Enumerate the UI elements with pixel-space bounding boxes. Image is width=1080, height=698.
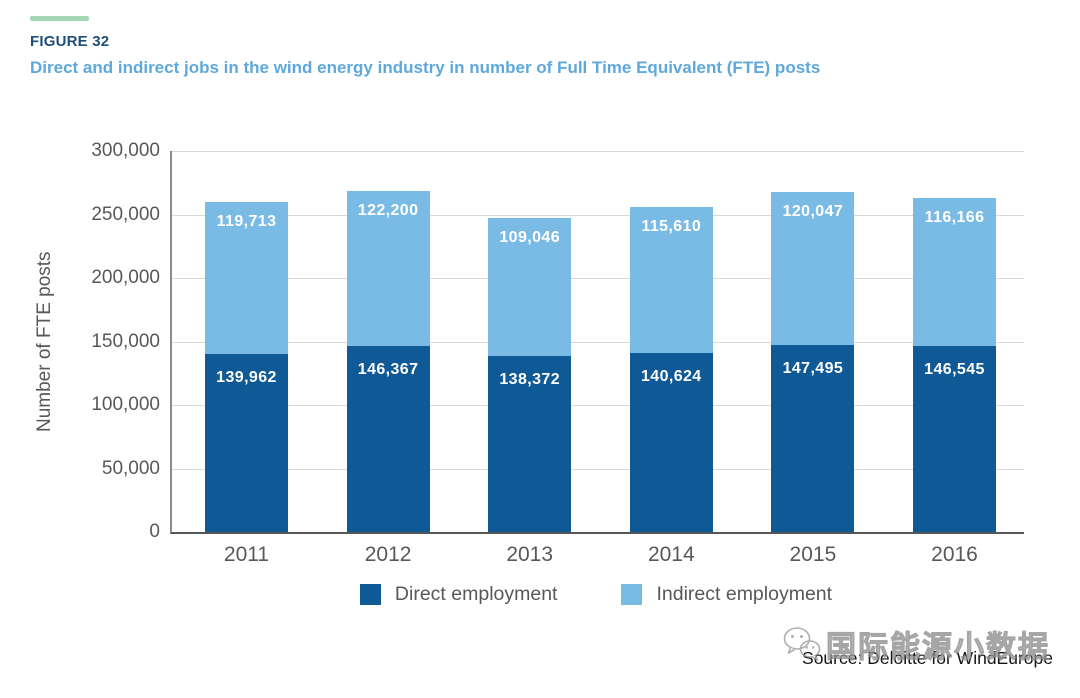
figure-number: FIGURE 32: [30, 33, 110, 50]
y-tick-250,000: 250,000: [91, 203, 160, 225]
gridline-200,000: [172, 278, 1024, 279]
bar-2015-indirect: 120,047: [771, 192, 855, 345]
y-tick-50,000: 50,000: [101, 457, 160, 479]
plot-area: 139,962 119,713 2011 146,367 122,200 2012 138,…: [170, 151, 1024, 566]
bar-value-label: 138,372: [499, 371, 560, 389]
x-tick-2012: 2012: [364, 543, 412, 566]
legend-label-direct-employment: Direct employment: [394, 583, 558, 605]
bar-value-label: 147,495: [782, 359, 844, 377]
legend-label-indirect-employment: Indirect employment: [656, 583, 833, 605]
x-tick-2011: 2011: [223, 543, 270, 566]
y-axis-tick-labels: 0 50,000 100,000 150,000 200,000 250,000 300,0…: [0, 140, 160, 542]
x-tick-2014: 2014: [647, 543, 695, 566]
x-tick-2013: 2013: [506, 543, 554, 566]
gridline-150,000: [172, 341, 1024, 343]
legend-item-direct-employment: Direct employment: [359, 583, 558, 606]
bar-value-label: 146,545: [924, 360, 985, 378]
x-tick-2016: 2016: [931, 543, 978, 566]
bar-value-label: 146,367: [357, 361, 419, 379]
bar-value-label: 120,047: [782, 203, 844, 221]
x-tick-2015: 2015: [789, 543, 837, 566]
bar-value-label: 119,713: [216, 213, 277, 231]
bar-2016-direct: 146,545: [913, 345, 996, 532]
bar-value-label: 122,200: [357, 201, 419, 219]
legend-item-indirect-employment: Indirect employment: [621, 583, 832, 606]
indirect-employment-swatch: [621, 584, 643, 605]
bar-2013-indirect: 109,046: [488, 217, 572, 357]
y-tick-200,000: 200,000: [91, 267, 160, 288]
y-tick-150,000: 150,000: [91, 330, 160, 352]
bar-2012-direct: 146,367: [346, 346, 430, 532]
bar-value-label: 116,166: [924, 209, 985, 227]
bar-value-label: 115,610: [641, 217, 702, 235]
bar-value-label: 139,962: [216, 369, 277, 387]
source-line: Source: Deloitte for WindEurope: [802, 648, 1053, 668]
bar-value-label: 109,046: [499, 228, 560, 246]
bar-value-label: 140,624: [640, 368, 702, 386]
y-tick-100,000: 100,000: [91, 394, 160, 415]
figure-accent-bar: [30, 16, 89, 21]
bar-2011-direct: 139,962: [205, 354, 288, 532]
direct-employment-swatch: [359, 584, 381, 605]
bar-2013-direct: 138,372: [488, 356, 572, 532]
bar-2012-indirect: 122,200: [346, 190, 430, 347]
bar-2011-indirect: 119,713: [205, 202, 288, 355]
gridline-250,000: [172, 214, 1024, 216]
y-tick-300,000: 300,000: [91, 140, 160, 161]
bar-2015-direct: 147,495: [771, 344, 855, 532]
gridline-100,000: [172, 405, 1024, 406]
gridline-50,000: [172, 468, 1024, 470]
bar-2014-direct: 140,624: [629, 353, 713, 532]
chart-legend: Direct employment Indirect employment: [170, 583, 1022, 606]
y-tick-0: 0: [149, 521, 160, 542]
bar-2014-indirect: 115,610: [629, 206, 713, 354]
gridline-300,000: [172, 151, 1024, 152]
figure-title: Direct and indirect jobs in the wind ene…: [30, 58, 821, 77]
bar-2016-indirect: 116,166: [913, 198, 996, 346]
